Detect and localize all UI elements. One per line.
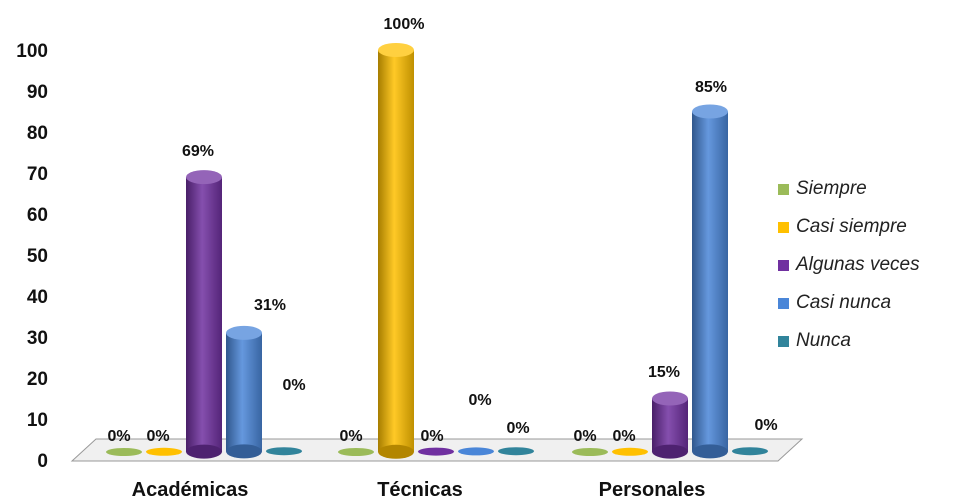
data-label-tecnicas-algunas-veces: 0%	[420, 428, 443, 445]
bar-flat-disc	[266, 447, 302, 456]
bar-bottom-cap	[378, 444, 414, 459]
bars	[106, 43, 768, 459]
legend-label-casi-nunca: Casi nunca	[796, 292, 892, 313]
y-tick-label: 20	[27, 369, 48, 390]
bar-bottom-cap	[692, 444, 728, 459]
y-tick-label: 0	[37, 451, 48, 472]
bar-top-cap	[652, 391, 688, 406]
data-label-personales-nunca: 0%	[754, 417, 777, 434]
data-label-academicas-casi-siempre: 0%	[146, 428, 169, 445]
bar-personales-algunas-veces	[652, 391, 688, 459]
bar-flat-disc	[338, 448, 374, 456]
bar-flat-disc	[572, 448, 608, 456]
x-axis: Académicas Técnicas Personales	[132, 479, 706, 500]
legend-swatch-casi-nunca	[778, 297, 789, 309]
data-label-personales-algunas-veces: 15%	[648, 364, 680, 381]
bar-bottom-cap	[652, 444, 688, 459]
legend-label-casi-siempre: Casi siempre	[796, 216, 907, 237]
data-label-tecnicas-casi-siempre: 100%	[384, 16, 425, 33]
y-tick-label: 80	[27, 123, 48, 144]
y-tick-label: 40	[27, 287, 48, 308]
legend-item-casi-siempre: Casi siempre	[778, 208, 920, 246]
bar-body	[226, 332, 262, 452]
bar-body	[692, 111, 728, 452]
bar-tecnicas-nunca	[498, 447, 534, 456]
y-tick-label: 90	[27, 82, 48, 103]
bar-flat-disc	[612, 447, 648, 456]
legend-swatch-algunas-veces	[778, 259, 789, 271]
bar-academicas-casi-nunca	[226, 325, 262, 459]
data-label-academicas-siempre: 0%	[107, 428, 130, 445]
data-label-personales-siempre: 0%	[573, 428, 596, 445]
bar-flat-disc	[458, 447, 494, 456]
legend-swatch-casi-siempre	[778, 221, 789, 233]
legend-item-algunas-veces: Algunas veces	[778, 246, 920, 284]
bar-tecnicas-casi-siempre	[378, 43, 414, 459]
data-labels: 0% 0% 69% 31% 0% 0% 100% 0% 0% 0% 0% 0% 15% 85% 0%	[107, 16, 777, 445]
bar-flat-disc	[498, 447, 534, 456]
bar-personales-nunca	[732, 447, 768, 456]
data-label-tecnicas-casi-nunca: 0%	[468, 392, 491, 409]
legend-item-nunca: Nunca	[778, 322, 920, 360]
x-tick-label-tecnicas: Técnicas	[377, 479, 463, 500]
legend-swatch-siempre	[778, 183, 789, 195]
bar-academicas-siempre	[106, 448, 142, 456]
legend-label-nunca: Nunca	[796, 330, 851, 351]
y-tick-label: 100	[16, 41, 48, 62]
legend-swatch-nunca	[778, 335, 789, 347]
legend-item-casi-nunca: Casi nunca	[778, 284, 920, 322]
bar-personales-casi-siempre	[612, 447, 648, 456]
bar-flat-disc	[106, 448, 142, 456]
bar-personales-siempre	[572, 448, 608, 456]
legend-label-siempre: Siempre	[796, 178, 867, 199]
bar-academicas-nunca	[266, 447, 302, 456]
y-axis: 0 10 20 30 40 50 60 70 80 90 100	[16, 41, 48, 472]
bar-academicas-algunas-veces	[186, 170, 222, 459]
legend-label-algunas-veces: Algunas veces	[796, 254, 920, 275]
bar-bottom-cap	[226, 444, 262, 459]
data-label-tecnicas-siempre: 0%	[339, 428, 362, 445]
y-tick-label: 30	[27, 328, 48, 349]
bar-body	[186, 177, 222, 452]
bar-body	[378, 50, 414, 452]
chart-legend: Siempre Casi siempre Algunas veces Casi …	[778, 170, 920, 360]
data-label-academicas-nunca: 0%	[282, 377, 305, 394]
bar-body	[652, 398, 688, 452]
legend-item-siempre: Siempre	[778, 170, 920, 208]
bar-flat-disc	[418, 447, 454, 456]
x-tick-label-personales: Personales	[599, 479, 706, 500]
bar-academicas-casi-siempre	[146, 447, 182, 456]
y-tick-label: 10	[27, 410, 48, 431]
data-label-personales-casi-nunca: 85%	[695, 79, 727, 96]
data-label-academicas-algunas-veces: 69%	[182, 143, 214, 160]
bar-tecnicas-siempre	[338, 448, 374, 456]
bar-bottom-cap	[186, 444, 222, 459]
bar-tecnicas-algunas-veces	[418, 447, 454, 456]
bar-top-cap	[378, 43, 414, 57]
bar-top-cap	[186, 170, 222, 185]
y-tick-label: 60	[27, 205, 48, 226]
bar-top-cap	[226, 325, 262, 340]
bar-tecnicas-casi-nunca	[458, 447, 494, 456]
y-tick-label: 50	[27, 246, 48, 267]
y-tick-label: 70	[27, 164, 48, 185]
bar-flat-disc	[732, 447, 768, 456]
data-label-personales-casi-siempre: 0%	[612, 428, 635, 445]
data-label-tecnicas-nunca: 0%	[506, 420, 529, 437]
bar-flat-disc	[146, 447, 182, 456]
x-tick-label-academicas: Académicas	[132, 479, 249, 500]
bar-top-cap	[692, 104, 728, 119]
bar-personales-casi-nunca	[692, 104, 728, 459]
data-label-academicas-casi-nunca: 31%	[254, 297, 286, 314]
